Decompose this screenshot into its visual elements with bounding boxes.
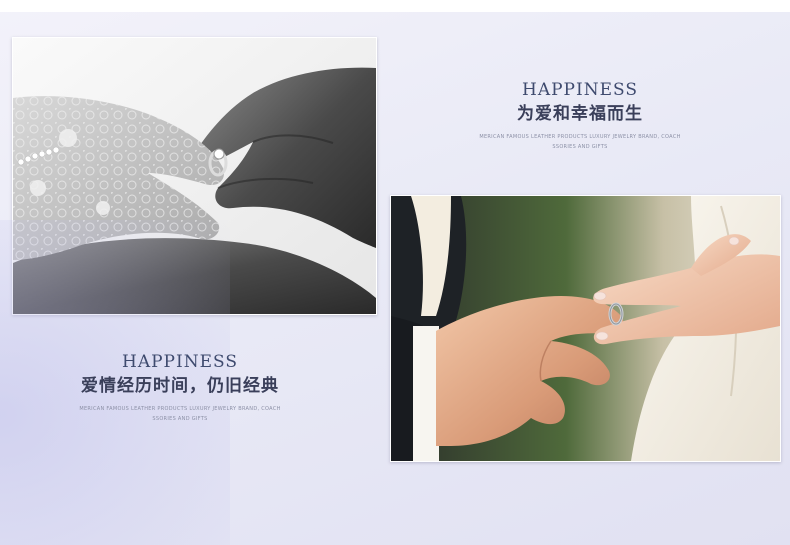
- brand-tagline-line1: MERICAN FAMOUS LEATHER PRODUCTS LUXURY J…: [79, 406, 281, 412]
- ring-hands-bw-photo: [12, 37, 377, 315]
- ring-exchange-illustration: [391, 196, 780, 461]
- caption-block-1: HAPPINESS 为爱和幸福而生 MERICAN FAMOUS LEATHER…: [450, 80, 710, 152]
- happiness-heading: HAPPINESS: [122, 352, 238, 372]
- chinese-slogan: 为爱和幸福而生: [517, 104, 643, 124]
- diamond-ring-icon: [208, 148, 228, 177]
- caption-block-2: HAPPINESS 爱情经历时间，仍旧经典 MERICAN FAMOUS LEA…: [50, 352, 310, 424]
- brand-tagline-line1: MERICAN FAMOUS LEATHER PRODUCTS LUXURY J…: [479, 134, 681, 140]
- brand-tagline-line2: SSORIES AND GIFTS: [552, 144, 608, 150]
- ring-hands-bw-illustration: [13, 38, 376, 314]
- wedding-ring-icon: [608, 302, 624, 326]
- brand-tagline-line2: SSORIES AND GIFTS: [152, 416, 208, 422]
- happiness-heading: HAPPINESS: [522, 80, 638, 100]
- ring-exchange-color-photo: [390, 195, 781, 462]
- chinese-slogan: 爱情经历时间，仍旧经典: [81, 376, 279, 396]
